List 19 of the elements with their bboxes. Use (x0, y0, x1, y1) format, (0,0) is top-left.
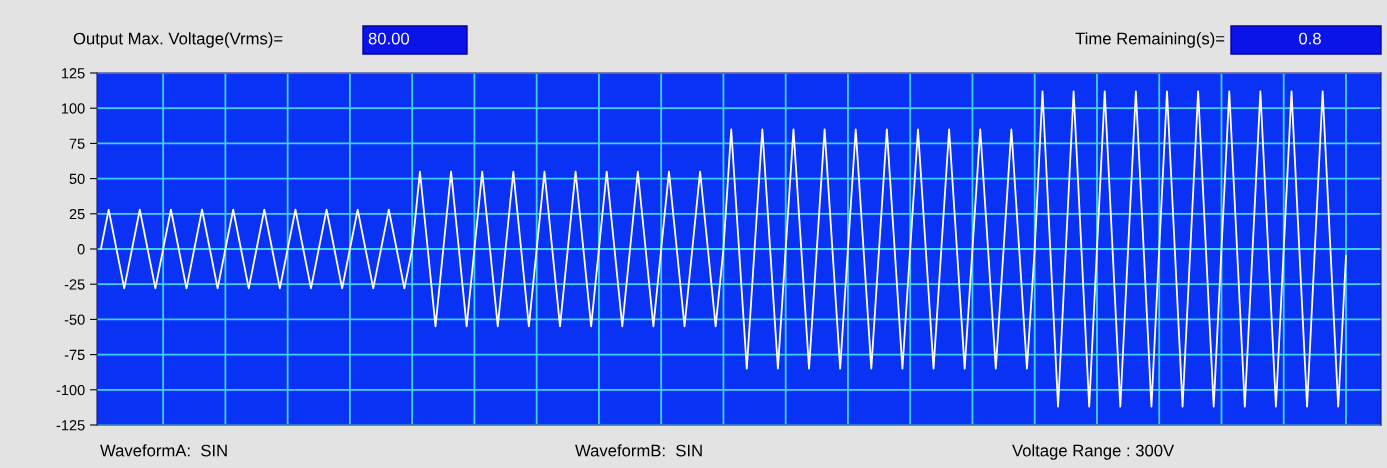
y-tick-label: 0 (77, 244, 85, 255)
text: 0.8 (1299, 32, 1321, 45)
y-tick-label: 75 (69, 138, 85, 149)
y-tick-label: -25 (64, 279, 85, 290)
y-tick-label: -75 (64, 349, 85, 361)
y-tick-label: -100 (56, 384, 85, 396)
text: Output Max. Voltage(Vrms)= (73, 32, 283, 48)
y-tick-label: 125 (61, 68, 85, 79)
text: Time Remaining(s)= (1075, 32, 1225, 48)
line-series (99, 90, 1347, 408)
text: Voltage Range : 300V (1012, 444, 1175, 460)
y-tick-label: -50 (64, 314, 85, 325)
y-tick-label: 25 (69, 208, 85, 220)
text: WaveformA: SIN (100, 444, 227, 457)
y-tick-label: 50 (69, 173, 85, 185)
y-tick-label: -125 (56, 420, 85, 431)
text: WaveformB: SIN (575, 444, 702, 457)
y-tick-label: 100 (61, 103, 85, 114)
text: 80.00 (368, 32, 410, 45)
